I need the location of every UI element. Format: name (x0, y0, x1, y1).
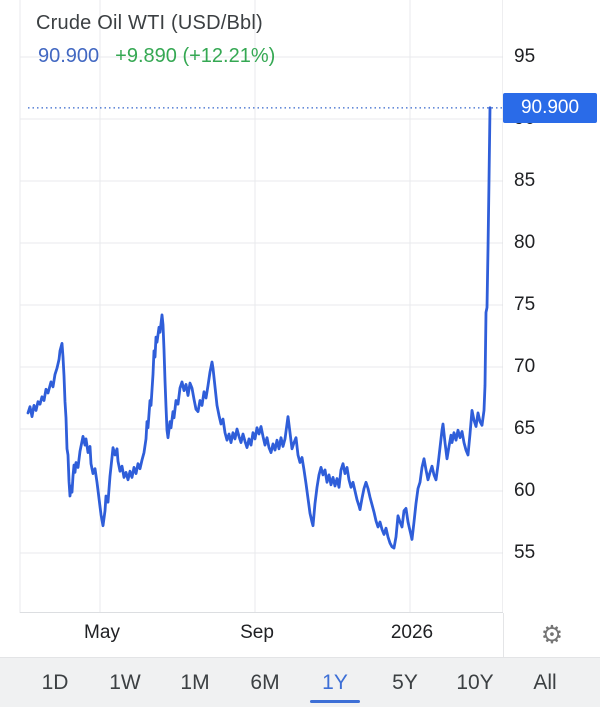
time-axis[interactable]: May Sep 2026 (0, 613, 600, 657)
timeframe-button-1y[interactable]: 1Y (300, 658, 370, 707)
x-axis-label: Sep (240, 622, 274, 643)
chart-title: Crude Oil WTI (USD/Bbl) (36, 12, 263, 34)
timeframe-button-6m[interactable]: 6M (250, 670, 280, 694)
timeframe-button-5y[interactable]: 5Y (392, 670, 418, 694)
timeframe-bar: 1D 1W 1M 6M 1Y 5Y 10Y All (0, 657, 600, 707)
current-price-tag: 90.900 (503, 92, 597, 123)
y-axis-label: 65 (514, 418, 536, 439)
active-timeframe-underline (310, 700, 360, 703)
price-change: +9.890 (+12.21%) (115, 45, 276, 67)
quote-header: Crude Oil WTI (USD/Bbl) 90.900 +9.890 (+… (36, 12, 275, 68)
y-axis-label: 85 (514, 170, 536, 191)
timeframe-button-1m[interactable]: 1M (180, 670, 210, 694)
y-axis-label: 70 (514, 356, 536, 377)
timeframe-button-10y[interactable]: 10Y (456, 670, 494, 694)
axis-divider (503, 613, 504, 657)
y-axis-label: 95 (514, 46, 536, 67)
x-axis-label: May (84, 622, 120, 643)
timeframe-button-1w[interactable]: 1W (109, 670, 141, 694)
timeframe-button-all[interactable]: All (533, 670, 557, 694)
y-axis-label: 75 (514, 294, 536, 315)
price-axis[interactable]: 959085807570656055 (503, 0, 600, 613)
current-price: 90.900 (38, 45, 100, 67)
x-axis-label: 2026 (390, 622, 434, 643)
timeframe-button-1d[interactable]: 1D (41, 670, 69, 694)
price-line-series (26, 106, 492, 550)
settings-gear-icon[interactable]: ⚙ (540, 619, 564, 649)
y-axis-label: 55 (514, 542, 536, 563)
y-axis-label: 60 (514, 480, 536, 501)
quote-row: 90.900 +9.890 (+12.21%) (38, 45, 275, 68)
current-price-tag-value: 90.900 (520, 96, 580, 118)
y-axis-label: 80 (514, 232, 536, 253)
